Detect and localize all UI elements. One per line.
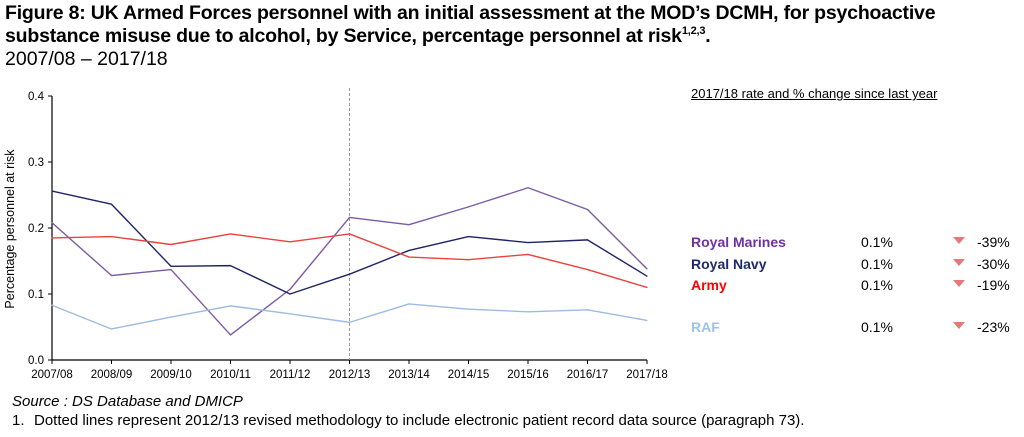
- x-tick-label: 2017/18: [626, 369, 668, 381]
- legend-row-royal-marines: Royal Marines 0.1% -39%: [691, 234, 1021, 250]
- line-chart: 0.0 0.1 0.2 0.3 0.4 2007/08 2008/09 2009/10 2010…: [3, 88, 668, 381]
- data-point-raf: [646, 319, 648, 321]
- data-point-royal-navy: [467, 235, 470, 238]
- data-point-raf: [467, 308, 470, 310]
- footnote-text: Dotted lines represent 2012/13 revised m…: [34, 412, 805, 429]
- data-point-army: [646, 286, 648, 288]
- data-point-army: [467, 259, 470, 261]
- data-point-royal-navy: [408, 249, 410, 252]
- down-triangle-icon: [953, 259, 965, 266]
- data-point-royal-navy: [586, 239, 589, 241]
- data-point-raf: [229, 305, 232, 307]
- legend-change: -23%: [977, 319, 1010, 335]
- data-point-army: [51, 237, 53, 239]
- legend-rate: 0.1%: [861, 234, 893, 250]
- legend-name: Army: [691, 277, 727, 293]
- down-triangle-icon: [953, 280, 965, 287]
- data-point-army: [586, 268, 589, 271]
- y-tick-label: 0.4: [28, 91, 45, 103]
- data-point-royal-marines: [586, 208, 589, 211]
- data-point-royal-navy: [51, 190, 53, 192]
- data-point-army: [229, 233, 232, 235]
- figure-title: Figure 8: UK Armed Forces personnel with…: [5, 2, 1020, 48]
- data-point-raf: [586, 309, 589, 311]
- x-tick-label: 2014/15: [448, 369, 490, 381]
- x-tick-label: 2015/16: [507, 369, 549, 381]
- y-tick-label: 0.1: [28, 289, 44, 301]
- data-point-raf: [51, 304, 53, 306]
- data-point-raf: [348, 321, 351, 323]
- figure-title-text: Figure 8: UK Armed Forces personnel with…: [5, 2, 936, 47]
- data-point-royal-marines: [348, 216, 351, 219]
- source-note: Source : DS Database and DMICP: [12, 393, 243, 410]
- x-tick-label: 2011/12: [270, 369, 311, 381]
- data-point-royal-marines: [51, 222, 53, 224]
- x-tick-label: 2008/09: [91, 369, 133, 381]
- data-point-royal-navy: [170, 265, 172, 267]
- data-point-royal-navy: [348, 273, 351, 275]
- chart-series: [51, 187, 648, 336]
- data-point-royal-navy: [527, 241, 529, 244]
- data-point-royal-marines: [110, 274, 113, 277]
- data-point-royal-navy: [289, 293, 291, 295]
- data-point-army: [110, 235, 113, 238]
- data-point-army: [408, 256, 410, 258]
- x-tick-label: 2009/10: [150, 369, 192, 381]
- legend-name: Royal Navy: [691, 256, 767, 272]
- data-point-royal-marines: [408, 224, 410, 226]
- x-tick-label: 2016/17: [567, 369, 609, 381]
- data-point-royal-marines: [527, 187, 529, 189]
- x-tick-label: 2007/08: [31, 369, 73, 381]
- y-tick-label: 0.0: [28, 355, 44, 367]
- data-point-royal-navy: [229, 265, 232, 267]
- y-tick-label: 0.2: [28, 223, 44, 235]
- legend-change: -19%: [977, 277, 1010, 293]
- footnote-1: 1. Dotted lines represent 2012/13 revised…: [12, 412, 804, 429]
- legend-rate: 0.1%: [861, 319, 893, 335]
- legend-name: Royal Marines: [691, 234, 786, 250]
- data-point-royal-marines: [229, 334, 232, 336]
- x-tick-label: 2012/13: [329, 369, 371, 381]
- data-point-royal-marines: [170, 268, 172, 271]
- legend-change: -30%: [977, 256, 1010, 272]
- y-axis-label: Percentage personnel at risk: [3, 149, 17, 309]
- legend-name: RAF: [691, 319, 720, 335]
- x-tick-label: 2013/14: [388, 369, 430, 381]
- legend-rate: 0.1%: [861, 277, 893, 293]
- legend-row-royal-navy: Royal Navy 0.1% -30%: [691, 256, 1021, 272]
- legend-heading: 2017/18 rate and % change since last yea…: [691, 86, 938, 101]
- y-tick-label: 0.3: [28, 157, 44, 169]
- data-point-royal-marines: [646, 268, 648, 270]
- data-point-royal-marines: [289, 288, 291, 290]
- down-triangle-icon: [953, 237, 965, 244]
- data-point-raf: [110, 328, 113, 330]
- chart-ticks: 0.0 0.1 0.2 0.3 0.4 2007/08 2008/09 2009/10 2010…: [28, 91, 668, 381]
- data-point-raf: [170, 316, 172, 318]
- data-point-raf: [408, 303, 410, 305]
- data-point-army: [170, 243, 172, 246]
- legend-change: -39%: [977, 234, 1010, 250]
- data-point-royal-navy: [646, 275, 648, 277]
- figure-subtitle: 2007/08 – 2017/18: [5, 48, 168, 70]
- data-point-raf: [527, 311, 529, 313]
- legend-row-raf: RAF 0.1% -23%: [691, 319, 1021, 335]
- figure-title-superscript: 1,2,3: [681, 25, 706, 37]
- figure-title-period: .: [705, 25, 711, 47]
- data-point-army: [527, 253, 529, 255]
- x-tick-label: 2010/11: [210, 369, 251, 381]
- down-triangle-icon: [953, 322, 965, 329]
- data-point-army: [289, 241, 291, 243]
- legend-rate: 0.1%: [861, 256, 893, 272]
- footnote-number: 1.: [12, 412, 25, 429]
- data-point-royal-navy: [110, 203, 113, 205]
- data-point-royal-marines: [467, 206, 470, 208]
- data-point-army: [348, 233, 351, 235]
- legend-row-army: Army 0.1% -19%: [691, 277, 1021, 293]
- data-point-raf: [289, 313, 291, 315]
